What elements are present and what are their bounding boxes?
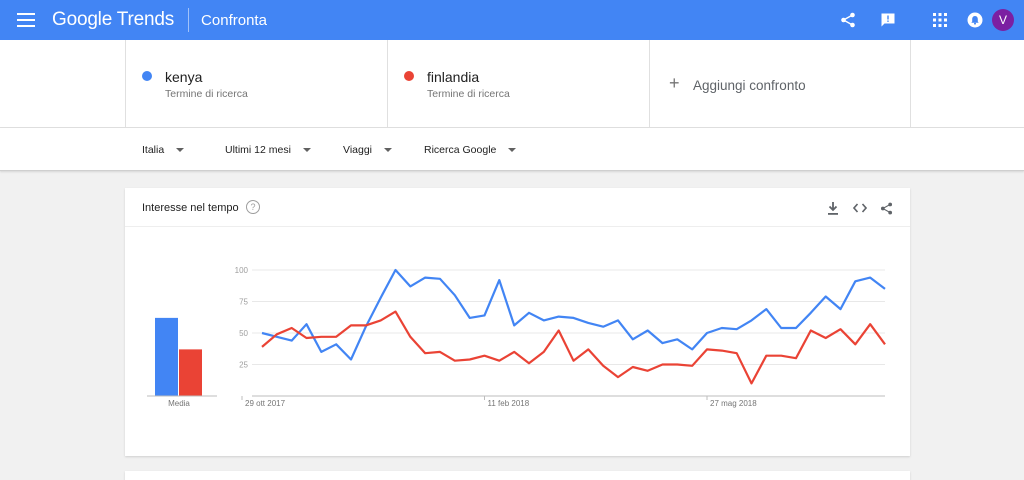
average-label: Media bbox=[168, 399, 190, 408]
app-bar-actions: V bbox=[828, 0, 1024, 40]
average-bar-finlandia[interactable] bbox=[179, 349, 202, 396]
google-trends-logo[interactable]: Google Trends bbox=[52, 9, 175, 30]
dropdown-caret-icon bbox=[302, 147, 311, 152]
download-icon[interactable] bbox=[819, 198, 846, 218]
term-card-finlandia[interactable]: finlandia Termine di ricerca bbox=[387, 40, 649, 128]
card-divider bbox=[125, 226, 910, 227]
account-avatar[interactable]: V bbox=[992, 9, 1014, 31]
page-title: Confronta bbox=[201, 11, 267, 29]
term-name: kenya bbox=[165, 69, 203, 85]
property-filter-label: Ricerca Google bbox=[424, 143, 497, 156]
period-filter-label: Ultimi 12 mesi bbox=[225, 143, 291, 156]
x-tick-label: 29 ott 2017 bbox=[245, 399, 286, 408]
x-tick-label: 11 feb 2018 bbox=[488, 399, 530, 408]
y-tick-label: 25 bbox=[239, 361, 248, 370]
next-card bbox=[125, 471, 910, 480]
term-type: Termine di ricerca bbox=[165, 88, 248, 100]
interest-over-time-card: Interesse nel tempo ? 25 50 75 100 29 ott 20… bbox=[125, 188, 910, 456]
series-line-kenya[interactable] bbox=[261, 268, 886, 361]
compare-terms-panel: kenya Termine di ricerca finlandia Termi… bbox=[0, 40, 1024, 128]
plus-icon: + bbox=[669, 73, 680, 93]
help-icon[interactable]: ? bbox=[246, 200, 260, 214]
notifications-icon[interactable] bbox=[960, 0, 990, 40]
app-bar: Google Trends Confronta V bbox=[0, 0, 1024, 40]
category-filter-label: Viaggi bbox=[343, 143, 372, 156]
menu-icon[interactable] bbox=[14, 8, 38, 32]
card-actions bbox=[819, 198, 900, 218]
x-tick-label: 27 mag 2018 bbox=[710, 399, 757, 408]
y-tick-label: 50 bbox=[239, 329, 248, 338]
property-filter[interactable]: Ricerca Google bbox=[424, 128, 517, 171]
term-name: finlandia bbox=[427, 69, 480, 85]
category-filter[interactable]: Viaggi bbox=[343, 128, 392, 171]
share-icon[interactable] bbox=[828, 0, 868, 40]
header-divider bbox=[188, 8, 190, 32]
series-line-finlandia[interactable] bbox=[261, 310, 886, 385]
average-bar-kenya[interactable] bbox=[155, 317, 178, 396]
feedback-icon[interactable] bbox=[868, 0, 908, 40]
embed-code-icon[interactable] bbox=[846, 198, 873, 218]
region-filter[interactable]: Italia bbox=[142, 128, 185, 171]
dropdown-caret-icon bbox=[508, 147, 517, 152]
dropdown-caret-icon bbox=[176, 147, 185, 152]
kenya-color-dot bbox=[142, 71, 152, 81]
period-filter[interactable]: Ultimi 12 mesi bbox=[225, 128, 311, 171]
add-comparison-label: Aggiungi confronto bbox=[693, 78, 806, 93]
term-type: Termine di ricerca bbox=[427, 88, 510, 100]
dropdown-caret-icon bbox=[384, 147, 392, 152]
y-tick-label: 75 bbox=[239, 298, 248, 307]
y-tick-label: 100 bbox=[235, 266, 249, 275]
card-title: Interesse nel tempo bbox=[142, 202, 239, 214]
filters-bar: Italia Ultimi 12 mesi Viaggi Ricerca Goo… bbox=[0, 128, 1024, 171]
term-card-kenya[interactable]: kenya Termine di ricerca bbox=[125, 40, 387, 128]
interest-chart: 25 50 75 100 29 ott 2017 11 feb 2018 27 mag 20… bbox=[147, 266, 886, 408]
apps-grid-icon[interactable] bbox=[920, 0, 960, 40]
share-icon[interactable] bbox=[873, 198, 900, 218]
add-comparison-button[interactable]: + Aggiungi confronto bbox=[649, 40, 911, 128]
finlandia-color-dot bbox=[404, 71, 414, 81]
region-filter-label: Italia bbox=[142, 143, 165, 156]
